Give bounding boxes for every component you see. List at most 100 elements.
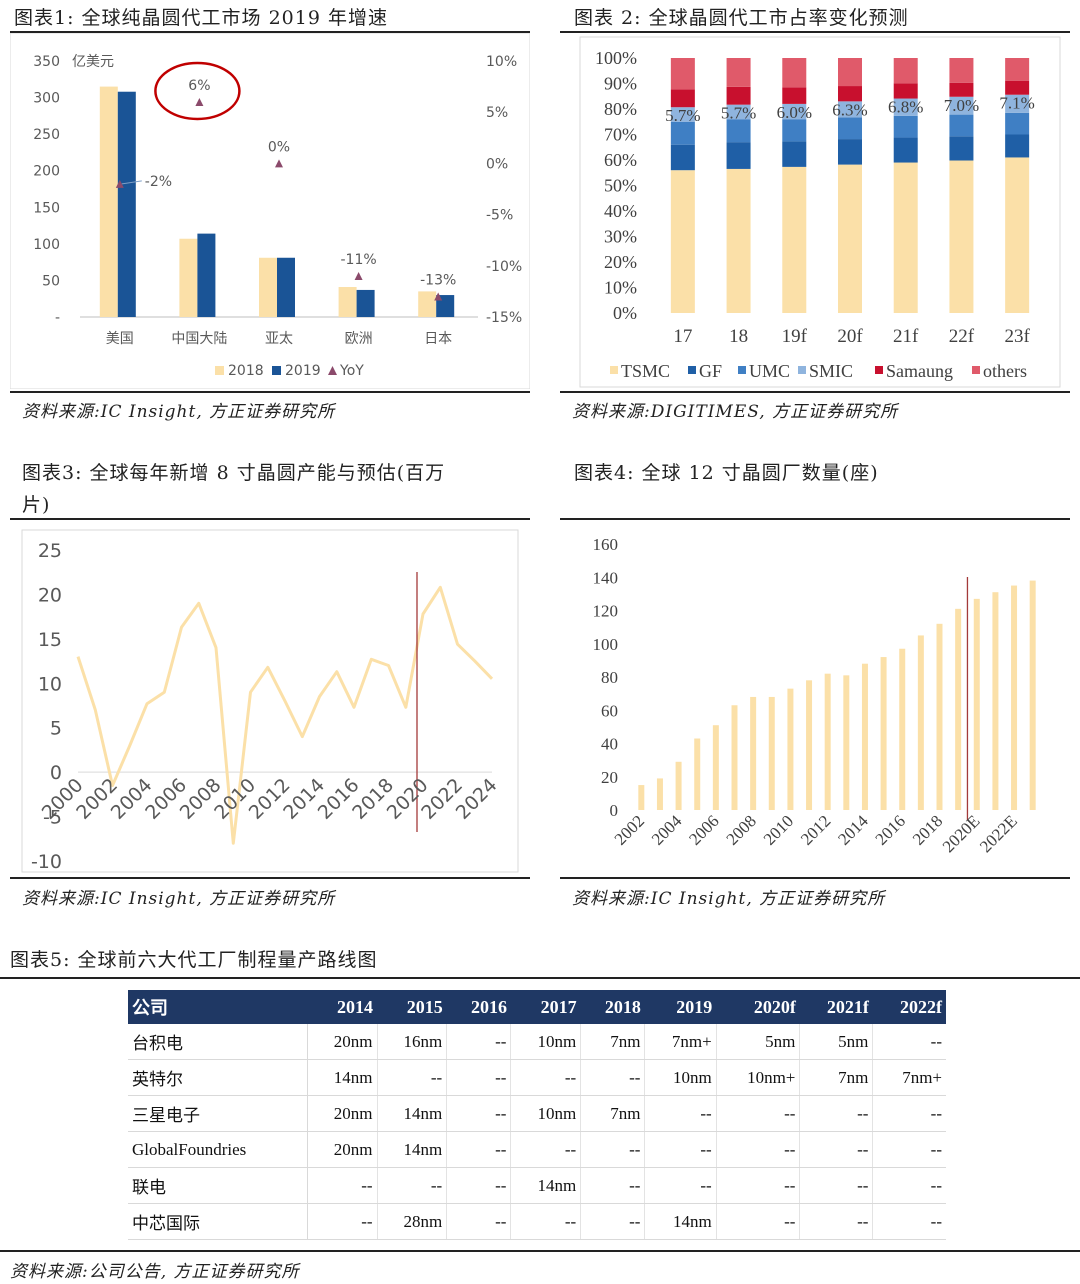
fig5-bottom-rule [0, 1250, 1080, 1252]
fig4-bar [899, 648, 906, 810]
fig1-y-tick-label: 250 [33, 127, 60, 143]
table-header-row: 公司 2014 2015 2016 2017 2018 2019 2020f 2021f 2022… [128, 990, 946, 1024]
process-node-cell: -- [580, 1131, 645, 1168]
fig2-legend-swatch [972, 366, 980, 374]
fig2-legend-swatch [798, 366, 806, 374]
fig2-legend-swatch [738, 366, 746, 374]
fig2-y-tick-label: 30% [604, 227, 637, 247]
fig4-y-tick-label: 100 [593, 635, 619, 654]
fig1-frame [10, 33, 530, 389]
fig2-legend-label: Samaung [886, 361, 953, 381]
process-node-cell: 5nm [799, 1024, 873, 1060]
fig2-smic-label: 6.0% [777, 103, 812, 122]
fig4-bar [936, 623, 943, 810]
fig1-yoy-marker [115, 179, 124, 188]
fig2-y-tick-label: 10% [604, 278, 637, 298]
fig2-bar-segment-SMIC [949, 96, 974, 115]
process-node-cell: -- [872, 1167, 946, 1204]
fig3-y-tick-label: 5 [50, 718, 62, 740]
fig2-bar-segment-Samaung [670, 89, 695, 108]
process-node-cell: 7nm+ [872, 1059, 946, 1096]
fig2-bar-segment-SMIC [838, 101, 862, 118]
fig2-bar-segment-TSMC [782, 166, 807, 313]
fig4-bar [917, 635, 924, 810]
process-node-cell: 14nm [306, 1059, 378, 1096]
process-node-cell: 10nm [510, 1095, 581, 1132]
table-row: 英特尔 14nm -- -- -- -- 10nm 10nm+ 7nm 7nm+ [128, 1059, 946, 1096]
fig2-bar-segment-SMIC [1005, 94, 1030, 113]
fig2-legend-swatch [875, 366, 883, 374]
fig2-bar-segment-GF [670, 144, 695, 171]
process-node-cell: -- [446, 1024, 511, 1060]
process-node-cell: -- [510, 1131, 581, 1168]
process-node-cell: 14nm [510, 1167, 581, 1204]
process-node-cell: -- [376, 1059, 447, 1096]
process-node-cell: 10nm+ [715, 1059, 800, 1096]
fig4-bar [675, 761, 682, 810]
fig1-x-tick-label: 亚太 [265, 331, 293, 347]
fig2-bar-segment-UMC [670, 121, 695, 145]
fig1-y-tick-label: 300 [33, 91, 60, 107]
fig1-x-tick-label: 美国 [106, 331, 134, 347]
fig1-yoy-label: 6% [188, 78, 210, 94]
fig1-leader-line [121, 180, 142, 185]
process-node-cell: 10nm [644, 1059, 717, 1096]
fig2-bar-segment-UMC [838, 117, 862, 140]
process-node-cell: -- [446, 1095, 511, 1132]
company-cell: 英特尔 [128, 1059, 308, 1096]
fig1-yoy-marker [275, 159, 283, 168]
fig2-legend-label: GF [699, 361, 722, 381]
fig1-highlight-circle [154, 61, 241, 121]
fig1-bar-2018 [338, 287, 357, 317]
fig5-source: 资料来源:公司公告, 方正证券研究所 [10, 1262, 300, 1282]
process-node-cell: -- [872, 1095, 946, 1132]
process-node-cell: -- [644, 1167, 717, 1204]
table-body: 台积电 20nm 16nm -- 10nm 7nm 7nm+ 5nm 5nm -- 英特尔 14nm -… [128, 1024, 946, 1240]
fig4-bar [787, 688, 794, 810]
fig2-bar-segment-SMIC [726, 104, 751, 120]
fig1-bar-2019 [277, 257, 295, 317]
fig1-legend-swatch [272, 366, 281, 375]
fig1-top-rule [10, 31, 530, 33]
process-node-cell: 20nm [306, 1024, 378, 1060]
fig2-smic-label: 7.1% [999, 94, 1034, 113]
fig1-bar-2019 [436, 295, 455, 317]
table-row: 联电 -- -- -- 14nm -- -- -- -- -- [128, 1167, 946, 1204]
fig2-x-tick-label: 19f [782, 326, 808, 347]
fig1-bar-2018 [99, 86, 118, 317]
fig3-y-tick-label: -10 [31, 851, 62, 873]
fig1-source: 资料来源:IC Insight, 方正证券研究所 [22, 402, 336, 422]
fig1-unit-label: 亿美元 [72, 54, 114, 70]
fig4-frame [560, 522, 1070, 876]
fig1-yoy-label: 0% [268, 139, 290, 155]
fig1-legend-swatch [328, 366, 337, 375]
fig4-bar [638, 785, 645, 810]
fig4-title: 图表4: 全球 12 寸晶圆厂数量(座) [574, 462, 879, 484]
fig3-y-tick-label: 0 [50, 762, 62, 784]
fig2-y-tick-label: 60% [604, 150, 637, 170]
table-header-cell: 2016 [446, 990, 511, 1024]
fig2-bar-segment-TSMC [726, 168, 751, 313]
fig1-legend-swatch [215, 366, 224, 375]
fig1-yoy-marker [354, 272, 363, 281]
table-header-cell: 2020f [716, 990, 800, 1024]
fig2-x-tick-label: 22f [949, 326, 975, 347]
fig1-y-tick-label: 100 [33, 237, 60, 253]
table-header-cell: 2021f [799, 990, 873, 1024]
fig2-bar-segment-SMIC [893, 98, 918, 116]
fig2-bar-segment-GF [726, 142, 751, 169]
process-node-cell: -- [446, 1131, 511, 1168]
fig2-bar-segment-SMIC [782, 103, 807, 120]
process-node-cell: -- [510, 1203, 581, 1240]
process-node-cell: 10nm [510, 1024, 581, 1060]
fig2-x-tick-label: 23f [1004, 326, 1030, 347]
fig4-y-tick-label: 20 [601, 768, 618, 787]
process-node-cell: 7nm+ [644, 1024, 717, 1060]
fig2-bar-segment-Samaung [782, 87, 807, 104]
process-node-cell: -- [799, 1203, 873, 1240]
process-node-cell: 5nm [715, 1024, 800, 1060]
fig1-bottom-rule [10, 391, 530, 393]
fig2-bar-segment-TSMC [893, 162, 918, 313]
fig4-bottom-rule [560, 877, 1070, 879]
